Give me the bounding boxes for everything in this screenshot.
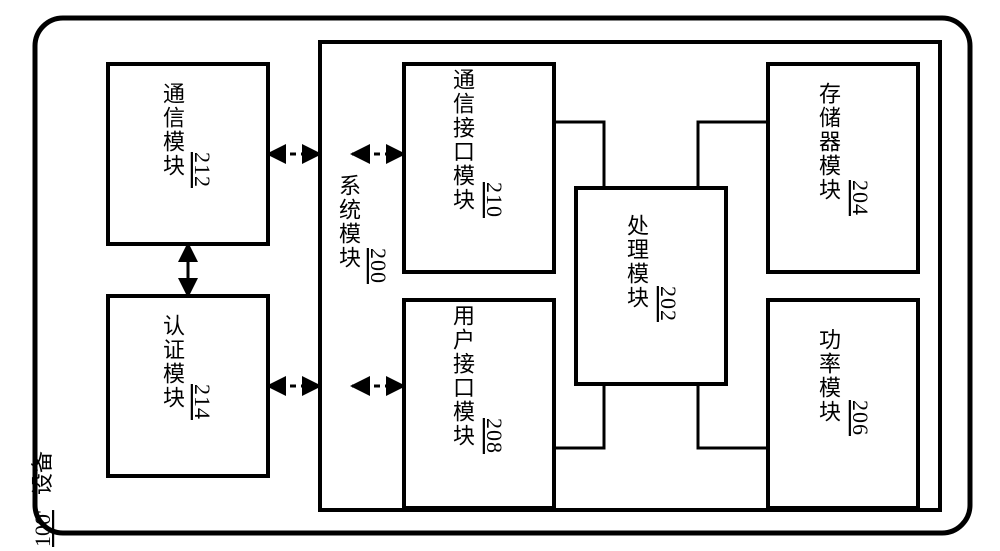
comm-interface-label: 通信接口模块 xyxy=(450,68,475,212)
device-label: 设备 xyxy=(30,451,55,495)
comm-module-label: 通信模块 xyxy=(160,82,185,178)
storage-label: 存储器模块 xyxy=(816,82,841,202)
system-module-label: 系统模块 xyxy=(336,174,361,270)
user-interface-box xyxy=(404,300,554,508)
conn-userif-proc xyxy=(554,384,604,448)
power-label: 功率模块 xyxy=(816,328,841,424)
processing-label: 处理模块 xyxy=(624,214,649,310)
comm-interface-ref: 210 xyxy=(482,182,507,218)
device-ref: 100' xyxy=(30,510,55,547)
conn-power-proc xyxy=(698,384,768,448)
user-interface-label: 用户接口模块 xyxy=(450,304,475,448)
processing-box xyxy=(576,188,726,384)
processing-ref: 202 xyxy=(656,286,681,322)
comm-module-ref: 212 xyxy=(190,152,215,188)
conn-commif-proc xyxy=(554,122,604,188)
comm-interface-box xyxy=(404,64,554,272)
storage-box xyxy=(768,64,918,272)
auth-module-label: 认证模块 xyxy=(160,314,185,410)
system-module-ref: 200 xyxy=(366,248,391,284)
diagram-canvas: 设备 100' 系统模块 200 通信模块 212 认证模块 214 通信接口模… xyxy=(0,0,1000,551)
comm-module-box xyxy=(108,64,268,244)
power-box xyxy=(768,300,918,508)
power-ref: 206 xyxy=(848,400,873,436)
auth-module-box xyxy=(108,296,268,476)
user-interface-ref: 208 xyxy=(482,418,507,454)
auth-module-ref: 214 xyxy=(190,384,215,420)
storage-ref: 204 xyxy=(848,180,873,216)
conn-storage-proc xyxy=(698,122,768,188)
